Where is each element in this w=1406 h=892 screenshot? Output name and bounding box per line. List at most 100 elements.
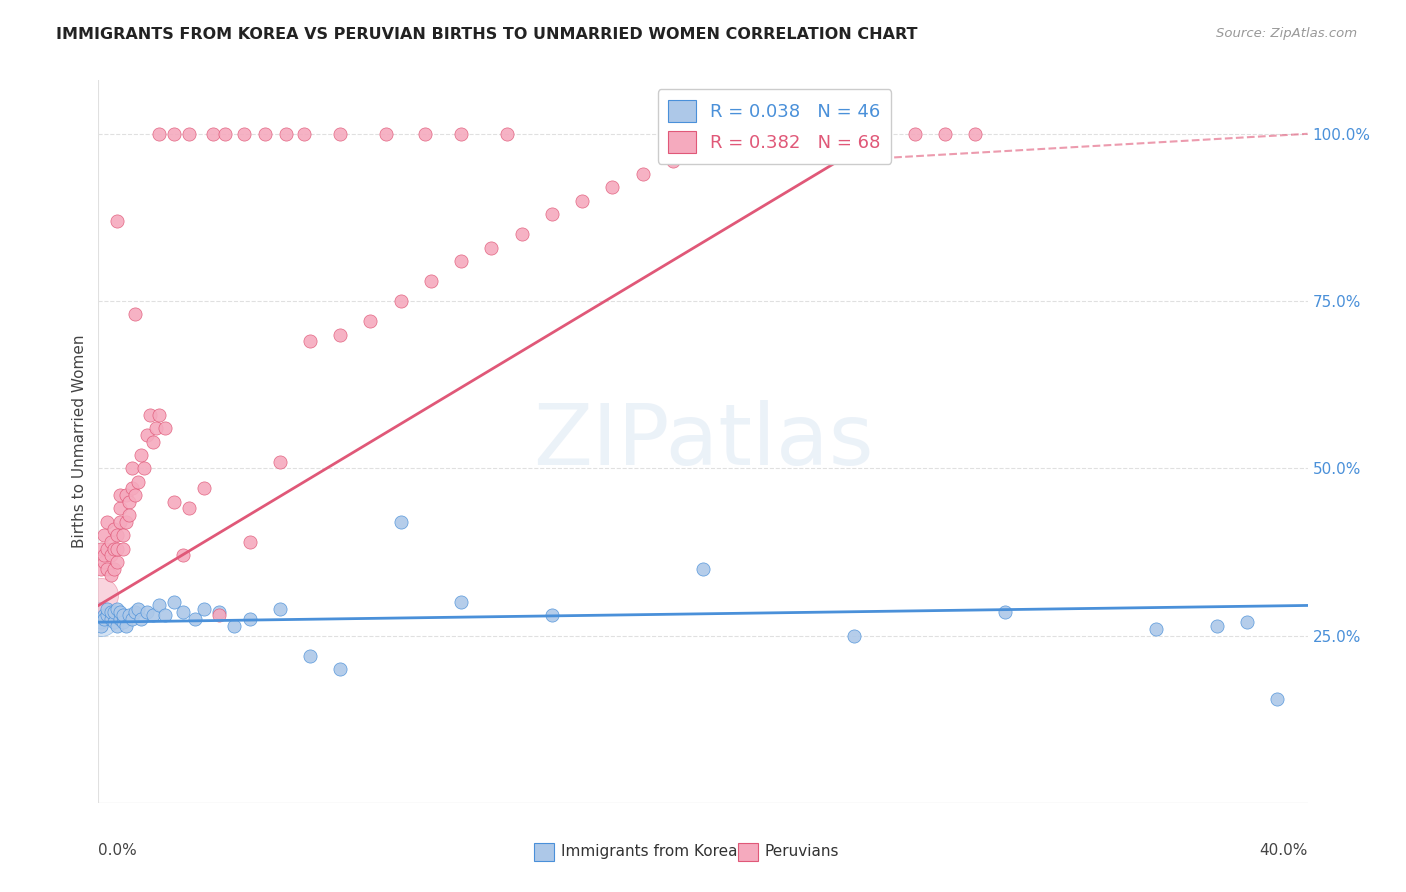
Point bbox=[1236, 615, 1258, 630]
Text: Immigrants from Korea: Immigrants from Korea bbox=[561, 845, 738, 859]
Point bbox=[105, 541, 128, 556]
Point bbox=[224, 618, 246, 632]
Point bbox=[389, 294, 412, 309]
Point bbox=[723, 134, 745, 148]
Point bbox=[692, 140, 714, 154]
Point bbox=[450, 127, 472, 141]
Point bbox=[184, 612, 207, 626]
Point bbox=[481, 241, 503, 255]
Point bbox=[163, 494, 186, 508]
Point bbox=[292, 127, 315, 141]
Point bbox=[96, 515, 118, 529]
Point bbox=[108, 605, 131, 619]
Point bbox=[163, 127, 186, 141]
Point bbox=[90, 562, 112, 576]
Point bbox=[904, 127, 927, 141]
Point bbox=[813, 140, 835, 154]
Point bbox=[108, 612, 131, 626]
Point bbox=[135, 605, 157, 619]
Point bbox=[420, 274, 443, 288]
Point bbox=[111, 541, 134, 556]
Point bbox=[90, 541, 112, 556]
Point bbox=[93, 608, 115, 623]
Point bbox=[844, 628, 866, 642]
Point bbox=[510, 227, 533, 242]
Point bbox=[100, 534, 122, 549]
Point bbox=[571, 194, 593, 208]
Legend: R = 0.038   N = 46, R = 0.382   N = 68: R = 0.038 N = 46, R = 0.382 N = 68 bbox=[658, 89, 891, 164]
Point bbox=[118, 608, 141, 623]
Point bbox=[148, 408, 170, 422]
Point bbox=[103, 562, 125, 576]
Point bbox=[299, 648, 322, 663]
Point bbox=[274, 127, 297, 141]
Text: 40.0%: 40.0% bbox=[1260, 843, 1308, 857]
Point bbox=[783, 147, 806, 161]
Point bbox=[495, 127, 517, 141]
Point bbox=[132, 461, 155, 475]
Point bbox=[965, 127, 987, 141]
Point bbox=[661, 153, 683, 168]
Point bbox=[114, 618, 136, 632]
Point bbox=[100, 568, 122, 582]
Point bbox=[100, 612, 122, 626]
Point bbox=[153, 608, 176, 623]
Point bbox=[540, 207, 562, 221]
Point bbox=[121, 461, 143, 475]
Point bbox=[208, 608, 231, 623]
Point bbox=[105, 555, 128, 569]
Point bbox=[105, 618, 128, 632]
Point bbox=[90, 615, 112, 630]
Point bbox=[602, 180, 624, 194]
Point bbox=[148, 127, 170, 141]
Point bbox=[96, 562, 118, 576]
Point bbox=[145, 421, 167, 435]
Point bbox=[135, 427, 157, 442]
Point bbox=[450, 595, 472, 609]
Point bbox=[103, 521, 125, 535]
Point bbox=[103, 541, 125, 556]
Point bbox=[103, 605, 125, 619]
Point bbox=[96, 602, 118, 616]
Point bbox=[389, 515, 412, 529]
Point bbox=[142, 608, 165, 623]
Point bbox=[139, 408, 162, 422]
Point bbox=[329, 662, 352, 676]
Point bbox=[631, 167, 654, 181]
Point bbox=[873, 134, 896, 148]
Point bbox=[111, 615, 134, 630]
Point bbox=[208, 605, 231, 619]
Point bbox=[179, 127, 201, 141]
Point bbox=[179, 501, 201, 516]
Point bbox=[129, 612, 152, 626]
Point bbox=[118, 508, 141, 523]
Text: IMMIGRANTS FROM KOREA VS PERUVIAN BIRTHS TO UNMARRIED WOMEN CORRELATION CHART: IMMIGRANTS FROM KOREA VS PERUVIAN BIRTHS… bbox=[56, 27, 918, 42]
Point bbox=[148, 599, 170, 613]
Point bbox=[124, 605, 146, 619]
Point bbox=[239, 534, 262, 549]
Point bbox=[413, 127, 436, 141]
Point bbox=[114, 515, 136, 529]
Point bbox=[93, 555, 115, 569]
Point bbox=[172, 548, 194, 563]
Point bbox=[108, 488, 131, 502]
Point bbox=[142, 434, 165, 449]
Point bbox=[114, 488, 136, 502]
Point bbox=[93, 612, 115, 626]
Point bbox=[450, 254, 472, 268]
Point bbox=[127, 475, 149, 489]
Point bbox=[269, 602, 291, 616]
Point bbox=[172, 605, 194, 619]
Point bbox=[121, 482, 143, 496]
Text: Source: ZipAtlas.com: Source: ZipAtlas.com bbox=[1216, 27, 1357, 40]
Point bbox=[193, 482, 215, 496]
Point bbox=[360, 314, 382, 328]
Point bbox=[163, 595, 186, 609]
Point bbox=[232, 127, 254, 141]
Point bbox=[202, 127, 225, 141]
Point bbox=[96, 541, 118, 556]
Point bbox=[100, 548, 122, 563]
Point bbox=[90, 589, 112, 603]
Point bbox=[299, 334, 322, 349]
Point bbox=[844, 134, 866, 148]
